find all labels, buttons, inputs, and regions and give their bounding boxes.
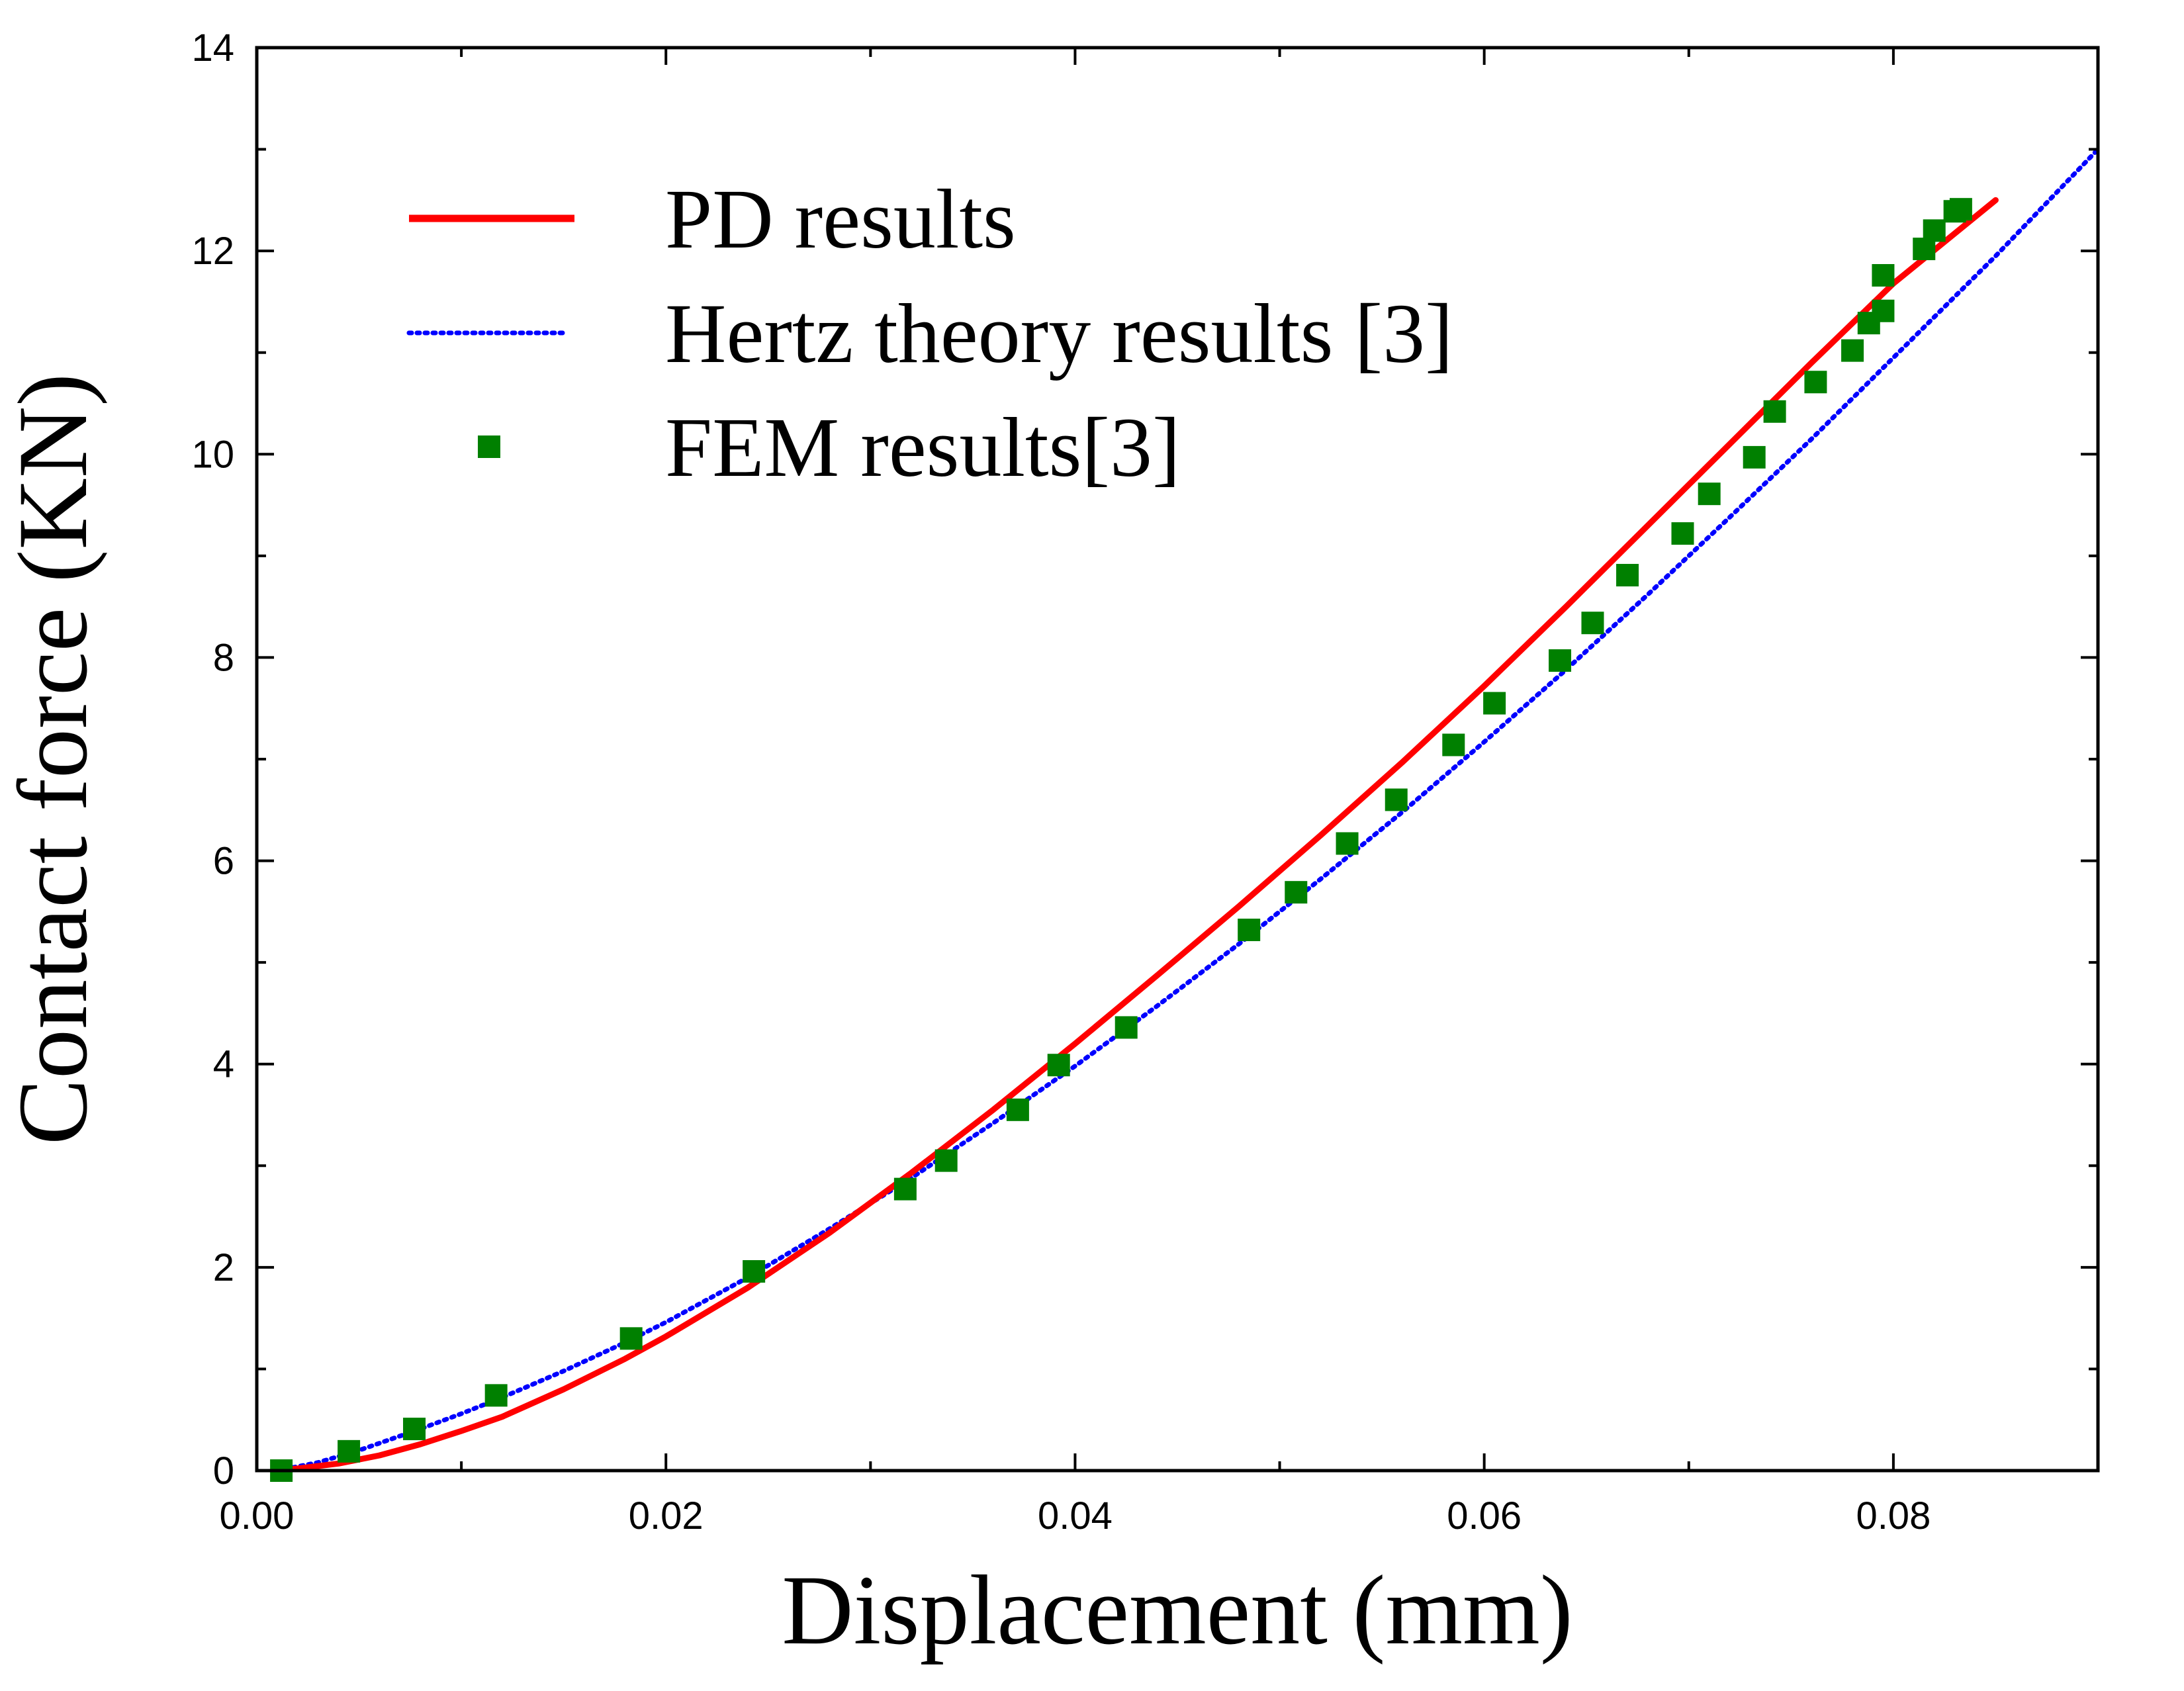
fem-data-point <box>1581 612 1604 635</box>
x-tick-label: 0.02 <box>629 1494 704 1537</box>
fem-data-point <box>1442 733 1465 756</box>
fem-data-point <box>1385 788 1408 811</box>
x-tick-label: 0.00 <box>220 1494 295 1537</box>
fem-data-point <box>1238 919 1261 941</box>
legend-item: FEM results[3] <box>478 400 1181 494</box>
fem-data-point <box>1872 264 1895 287</box>
y-tick-label: 10 <box>191 433 234 476</box>
x-tick-label: 0.06 <box>1447 1494 1522 1537</box>
fem-data-point <box>743 1260 766 1283</box>
series-layer <box>270 147 2101 1482</box>
series-fem-markers <box>270 198 1972 1482</box>
fem-data-point <box>619 1327 643 1350</box>
y-tick-label: 12 <box>191 230 234 273</box>
y-axis-title: Contact force (KN) <box>0 373 108 1145</box>
fem-data-point <box>1616 564 1639 587</box>
fem-data-point <box>403 1418 426 1441</box>
y-tick-label: 4 <box>213 1043 234 1086</box>
series-hertz-line <box>275 147 2101 1473</box>
fem-data-point <box>1872 299 1895 322</box>
legend: PD results Hertz theory results [3] FEM re… <box>406 172 1453 494</box>
fem-data-point <box>338 1440 361 1463</box>
fem-data-point <box>1671 522 1694 545</box>
fem-data-point <box>1923 219 1946 242</box>
y-tick-label: 6 <box>213 840 234 883</box>
y-tick-label: 14 <box>191 26 234 69</box>
legend-label: Hertz theory results [3] <box>665 287 1453 381</box>
fem-data-point <box>1763 400 1786 423</box>
fem-data-point <box>1115 1016 1138 1039</box>
fem-data-point <box>1285 881 1308 904</box>
fem-data-point <box>1841 339 1864 362</box>
legend-label: FEM results[3] <box>665 400 1181 494</box>
y-tick-label: 0 <box>213 1449 234 1492</box>
fem-data-point <box>1549 649 1572 672</box>
legend-label: PD results <box>665 172 1016 266</box>
legend-item: Hertz theory results [3] <box>406 287 1453 381</box>
fem-data-point <box>934 1149 958 1172</box>
legend-item: PD results <box>409 172 1016 266</box>
fem-data-point <box>1336 832 1359 855</box>
fem-data-point <box>1047 1054 1070 1077</box>
series-pd-line <box>274 197 1999 1474</box>
fem-data-point <box>484 1384 508 1407</box>
fem-data-point <box>1804 371 1827 394</box>
fem-data-point <box>1006 1098 1029 1121</box>
x-tick-label: 0.04 <box>1038 1494 1113 1537</box>
y-tick-label: 2 <box>213 1246 234 1289</box>
x-axis-title: Displacement (mm) <box>782 1555 1572 1665</box>
y-tick-label: 8 <box>213 636 234 679</box>
x-tick-label: 0.08 <box>1856 1494 1931 1537</box>
ticks-layer: 0.00 0.02 0.04 0.06 0.08 0 2 4 6 8 10 12 14 <box>191 26 2098 1537</box>
fem-data-point <box>893 1177 917 1201</box>
fem-data-point <box>1949 198 1972 221</box>
legend-swatch-fem <box>478 435 500 458</box>
fem-data-point <box>1743 445 1766 469</box>
fem-data-point <box>1698 482 1721 506</box>
fem-data-point <box>1483 692 1506 715</box>
